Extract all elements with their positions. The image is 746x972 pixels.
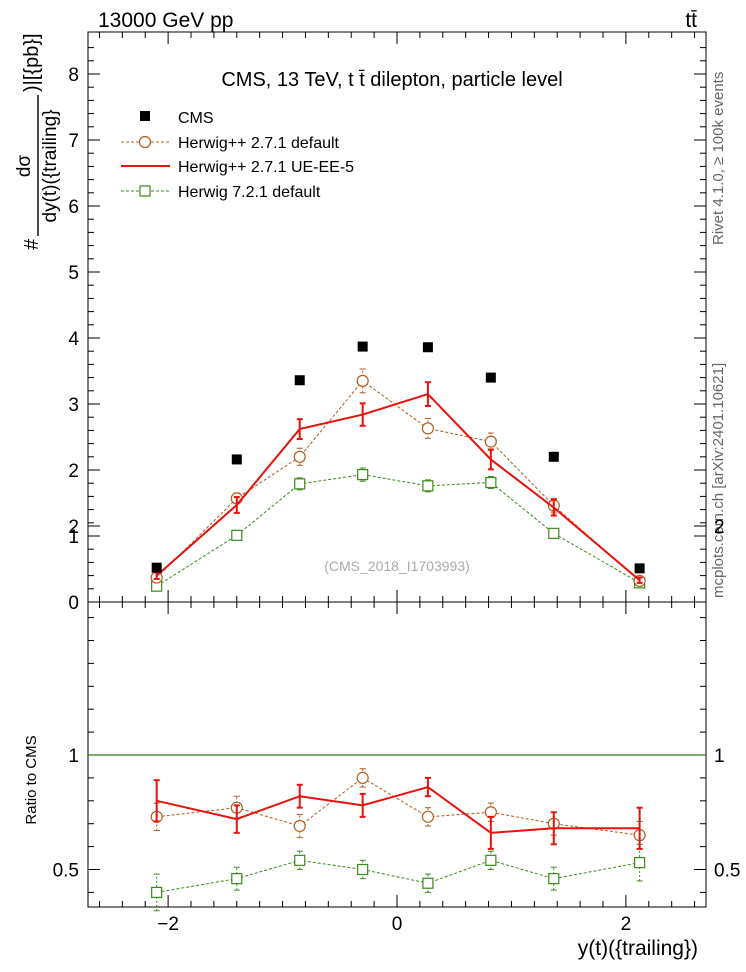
- legend-label-cms: CMS: [178, 110, 214, 127]
- legend-label-herwig7-default: Herwig 7.2.1 default: [178, 184, 321, 201]
- data-point-herwig-7-2-1-default: [548, 527, 560, 539]
- main-title: CMS, 13 TeV, t t̄ dilepton, particle lev…: [221, 69, 562, 91]
- ratio-point-herwig-2-7-1-default: [421, 810, 434, 823]
- data-point-herwig-2-7-1-default: [293, 450, 306, 463]
- ratio-point-herwig-2-7-1-default: [293, 819, 306, 833]
- side-label-rivet: Rivet 4.1.0, ≥ 100k events: [710, 72, 727, 245]
- main-y-tick-label: 7: [68, 131, 79, 152]
- data-point-herwig-7-2-1-default: [231, 529, 243, 541]
- ylabel-denominator: dy(t)({trailing}: [40, 110, 61, 223]
- main-y-tick-label: 6: [68, 197, 79, 218]
- ratio-y-tick-label-right: 1: [714, 746, 725, 767]
- series-line-herwig-2-7-1-ue-ee-5: [156, 392, 641, 581]
- main-y-tick-label: 1: [68, 527, 79, 548]
- main-series-layer: [150, 341, 646, 592]
- data-point-cms: [357, 341, 368, 352]
- data-point-herwig-7-2-1-default: [357, 469, 369, 481]
- data-point-herwig-7-2-1-default: [485, 476, 497, 489]
- ratio-point-herwig-7-2-1-default: [357, 863, 369, 876]
- ratio-y-tick-label-right: 0.5: [714, 861, 740, 882]
- main-y-tick-label: 3: [68, 395, 79, 416]
- ratio-series-layer: [88, 754, 706, 912]
- legend: CMS Herwig++ 2.7.1 default Herwig++ 2.7.…: [121, 110, 354, 201]
- main-y-axis-label: # dσ dy(t)({trailing} )|[{pb}]: [14, 33, 61, 250]
- data-point-cms: [231, 454, 242, 465]
- series-line-herwig-7-2-1-default: [156, 474, 640, 587]
- data-point-herwig-7-2-1-default: [422, 480, 434, 492]
- ratio-point-herwig-2-7-1-default: [356, 771, 369, 785]
- legend-symbol-cms: [140, 111, 150, 121]
- main-y-tick-label: 8: [68, 65, 79, 86]
- legend-label-herwigpp-default: Herwig++ 2.7.1 default: [178, 135, 340, 152]
- ratio-line-herwig-2-7-1-ue-ee-5: [156, 785, 640, 834]
- ratio-line-herwig-7-2-1-default: [156, 859, 640, 893]
- ylabel-numerator: dσ: [14, 155, 35, 178]
- data-point-herwig-7-2-1-default: [294, 478, 306, 490]
- x-tick-label: −2: [157, 914, 179, 935]
- legend-symbol-herwigpp-default: [138, 135, 152, 149]
- main-y-tick-label: 4: [68, 329, 79, 350]
- data-point-cms: [422, 342, 433, 353]
- process-label: tt̄: [685, 9, 697, 32]
- ratio-panel: 0.5 0.51 12 2−2 0 2 Ratio to CMS y(t)({traili…: [23, 517, 740, 960]
- ratio-point-herwig-7-2-1-default: [151, 886, 163, 899]
- ylabel-hash: #: [21, 238, 43, 250]
- ratio-axis-ticks: 0.5 0.51 12 2−2 0 2: [53, 517, 741, 935]
- x-tick-label: 2: [621, 914, 632, 935]
- ratio-line-herwig-2-7-1-default: [156, 777, 640, 836]
- data-point-herwig-2-7-1-default: [421, 422, 434, 435]
- data-point-herwig-2-7-1-default: [484, 435, 497, 448]
- energy-label: 13000 GeV pp: [98, 9, 233, 32]
- data-point-cms: [634, 563, 645, 574]
- x-axis-label: y(t)({trailing}): [578, 937, 698, 960]
- ratio-point-herwig-7-2-1-default: [422, 877, 434, 889]
- side-label-source: mcplots.cern.ch [arXiv:2401.10621]: [710, 363, 727, 598]
- ratio-point-herwig-7-2-1-default: [294, 854, 306, 866]
- main-y-tick-label: 2: [68, 461, 79, 482]
- data-point-cms: [151, 562, 162, 573]
- legend-label-herwigpp-ueee5: Herwig++ 2.7.1 UE-EE-5: [178, 159, 354, 176]
- ylabel-unit: )|[{pb}]: [21, 33, 43, 92]
- ratio-y-tick-label-right: 2: [714, 517, 725, 538]
- data-point-cms: [548, 451, 559, 462]
- ratio-y-tick-label: 2: [68, 517, 79, 538]
- ratio-point-herwig-7-2-1-default: [548, 873, 560, 885]
- x-tick-label: 0: [392, 914, 403, 935]
- data-point-cms: [294, 375, 305, 386]
- data-point-herwig-2-7-1-default: [356, 374, 369, 387]
- ratio-point-herwig-7-2-1-default: [634, 857, 646, 869]
- main-watermark: (CMS_2018_I1703993): [324, 558, 470, 574]
- ratio-point-herwig-7-2-1-default: [231, 873, 243, 885]
- legend-symbol-herwig7-default: [139, 185, 151, 197]
- main-y-tick-label: 5: [68, 263, 79, 284]
- main-y-tick-label: 0: [68, 593, 79, 614]
- ratio-y-tick-label: 0.5: [53, 861, 79, 882]
- ratio-y-tick-label: 1: [68, 746, 79, 767]
- ratio-point-herwig-7-2-1-default: [485, 854, 497, 866]
- data-point-cms: [485, 372, 496, 383]
- ratio-y-axis-label: Ratio to CMS: [23, 735, 40, 824]
